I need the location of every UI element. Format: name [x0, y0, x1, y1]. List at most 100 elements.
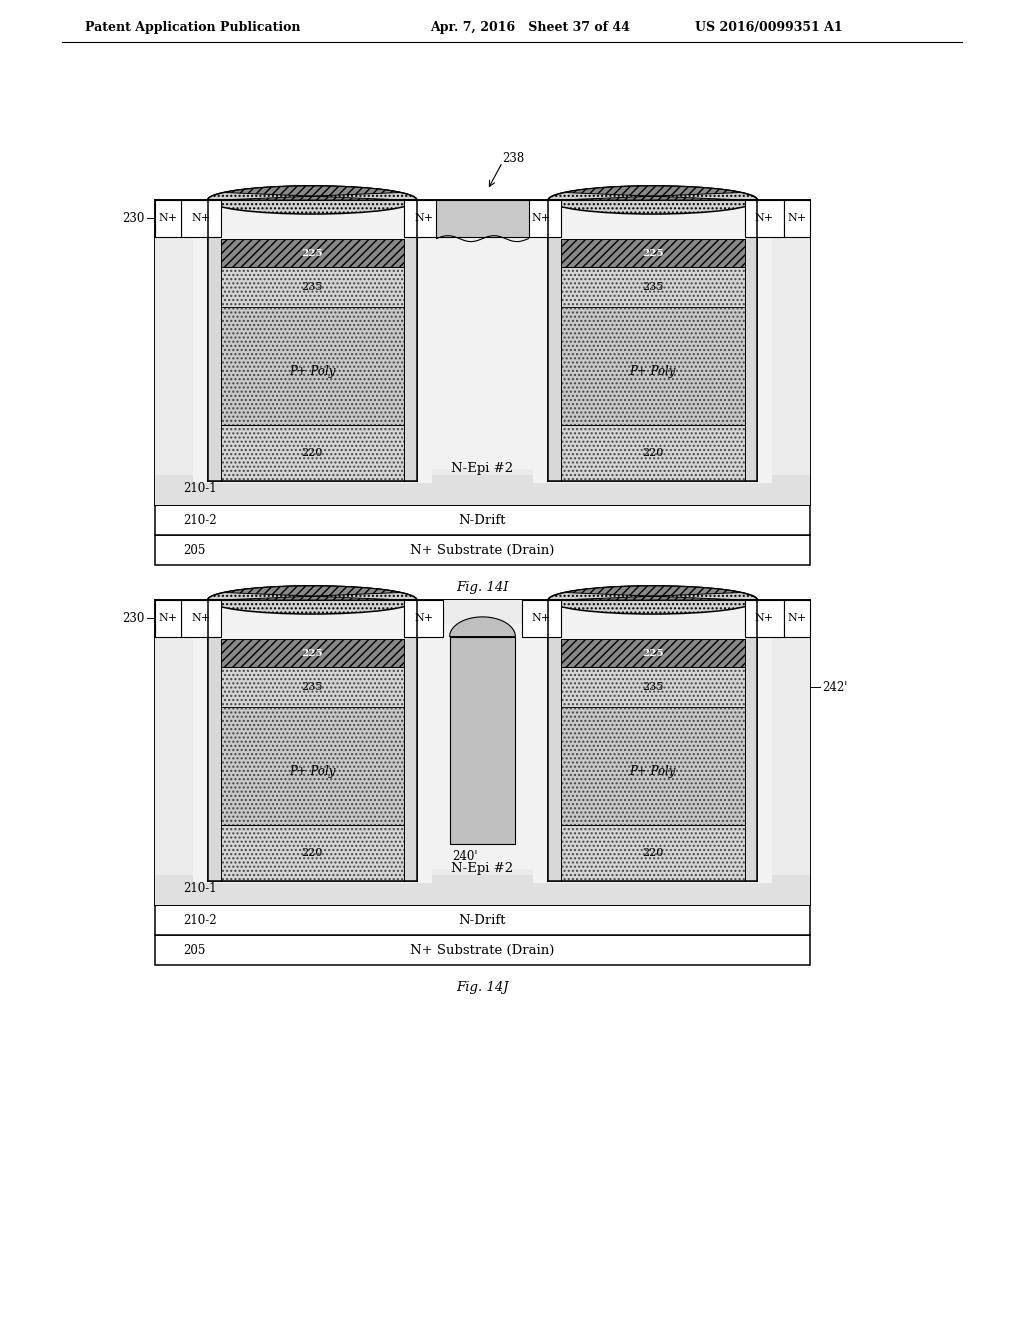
Text: 210-2: 210-2 [183, 513, 217, 527]
Text: 215: 215 [523, 783, 546, 796]
Bar [436, 201, 528, 236]
Bar [155, 201, 810, 475]
Text: 210-1: 210-1 [183, 882, 217, 895]
Bar [193, 601, 431, 883]
Text: 225: 225 [642, 649, 664, 657]
Bar [181, 601, 220, 636]
Text: 205: 205 [183, 944, 206, 957]
Text: 235: 235 [301, 682, 323, 692]
Text: US 2016/0099351 A1: US 2016/0099351 A1 [695, 21, 843, 33]
Bar [561, 425, 744, 480]
Bar [744, 201, 783, 236]
Bar [522, 601, 561, 636]
Text: N+: N+ [531, 614, 551, 623]
Bar [561, 268, 744, 306]
Text: 220: 220 [642, 447, 664, 458]
Bar [561, 639, 744, 668]
Text: N-Drift: N-Drift [459, 913, 506, 927]
Bar [548, 601, 561, 880]
Text: P+ Poly: P+ Poly [630, 366, 676, 378]
Text: 235: 235 [301, 282, 323, 292]
Text: 220: 220 [301, 847, 323, 858]
Text: P+ Poly: P+ Poly [630, 766, 676, 777]
Polygon shape [561, 586, 744, 601]
Text: Fig. 14J: Fig. 14J [456, 981, 509, 994]
Bar [155, 906, 810, 935]
Bar [534, 601, 772, 883]
Bar [561, 306, 744, 425]
Text: 235: 235 [642, 282, 664, 292]
Bar [546, 599, 760, 880]
Polygon shape [450, 616, 515, 636]
Text: N+ Substrate (Drain): N+ Substrate (Drain) [411, 944, 555, 957]
Text: 220: 220 [301, 447, 323, 458]
Bar [208, 601, 417, 880]
Bar [561, 668, 744, 706]
Text: N-Epi #2: N-Epi #2 [452, 462, 514, 475]
Bar [403, 601, 417, 880]
Text: N+: N+ [191, 214, 210, 223]
Bar [548, 601, 758, 880]
Bar [450, 636, 515, 843]
Bar [561, 706, 744, 825]
Text: 215: 215 [197, 383, 218, 396]
Bar [744, 201, 758, 480]
Bar [155, 601, 181, 636]
Bar [208, 201, 220, 480]
Text: Apr. 7, 2016   Sheet 37 of 44: Apr. 7, 2016 Sheet 37 of 44 [430, 21, 630, 33]
Text: N+: N+ [159, 614, 177, 623]
Text: N-Epi #2: N-Epi #2 [452, 862, 514, 875]
Bar [220, 425, 403, 480]
Bar [403, 201, 417, 480]
Text: 210-2: 210-2 [183, 913, 217, 927]
Text: 230: 230 [123, 611, 145, 624]
Bar [155, 201, 810, 506]
Text: 220: 220 [642, 847, 664, 858]
Text: Fig. 14I: Fig. 14I [457, 581, 509, 594]
Bar [155, 875, 810, 906]
Bar [206, 599, 419, 880]
Bar [155, 201, 181, 236]
Bar [522, 201, 561, 236]
Bar [744, 601, 783, 636]
Bar [220, 239, 403, 268]
Text: 205: 205 [183, 544, 206, 557]
Bar [220, 639, 403, 668]
Polygon shape [220, 186, 403, 201]
Text: 238: 238 [503, 152, 524, 165]
Text: 215: 215 [523, 383, 546, 396]
Text: 210-1: 210-1 [183, 482, 217, 495]
Text: 240': 240' [452, 850, 477, 863]
Text: P+ Poly: P+ Poly [289, 766, 336, 777]
Bar [193, 201, 431, 483]
Bar [220, 825, 403, 880]
Bar [155, 535, 810, 565]
Bar [155, 601, 810, 906]
Bar [403, 201, 443, 236]
Bar [206, 199, 419, 480]
Polygon shape [548, 586, 758, 601]
Text: N+: N+ [755, 614, 774, 623]
Bar [403, 601, 443, 636]
Bar [744, 601, 758, 880]
Bar [783, 201, 810, 236]
Bar [546, 199, 760, 480]
Text: 235: 235 [642, 682, 664, 692]
Text: P+ Poly: P+ Poly [289, 366, 336, 378]
Text: 215: 215 [197, 783, 218, 796]
Ellipse shape [548, 186, 758, 214]
Bar [220, 706, 403, 825]
Bar [561, 825, 744, 880]
Text: N+: N+ [787, 214, 807, 223]
Text: N+: N+ [191, 614, 210, 623]
Text: N+: N+ [787, 614, 807, 623]
Bar [417, 224, 548, 469]
Text: 225: 225 [301, 249, 323, 257]
Bar [155, 601, 810, 875]
Polygon shape [220, 586, 403, 601]
Bar [417, 624, 548, 869]
Bar [155, 935, 810, 965]
Ellipse shape [208, 586, 417, 614]
Bar [208, 601, 220, 880]
Text: N+: N+ [414, 214, 433, 223]
